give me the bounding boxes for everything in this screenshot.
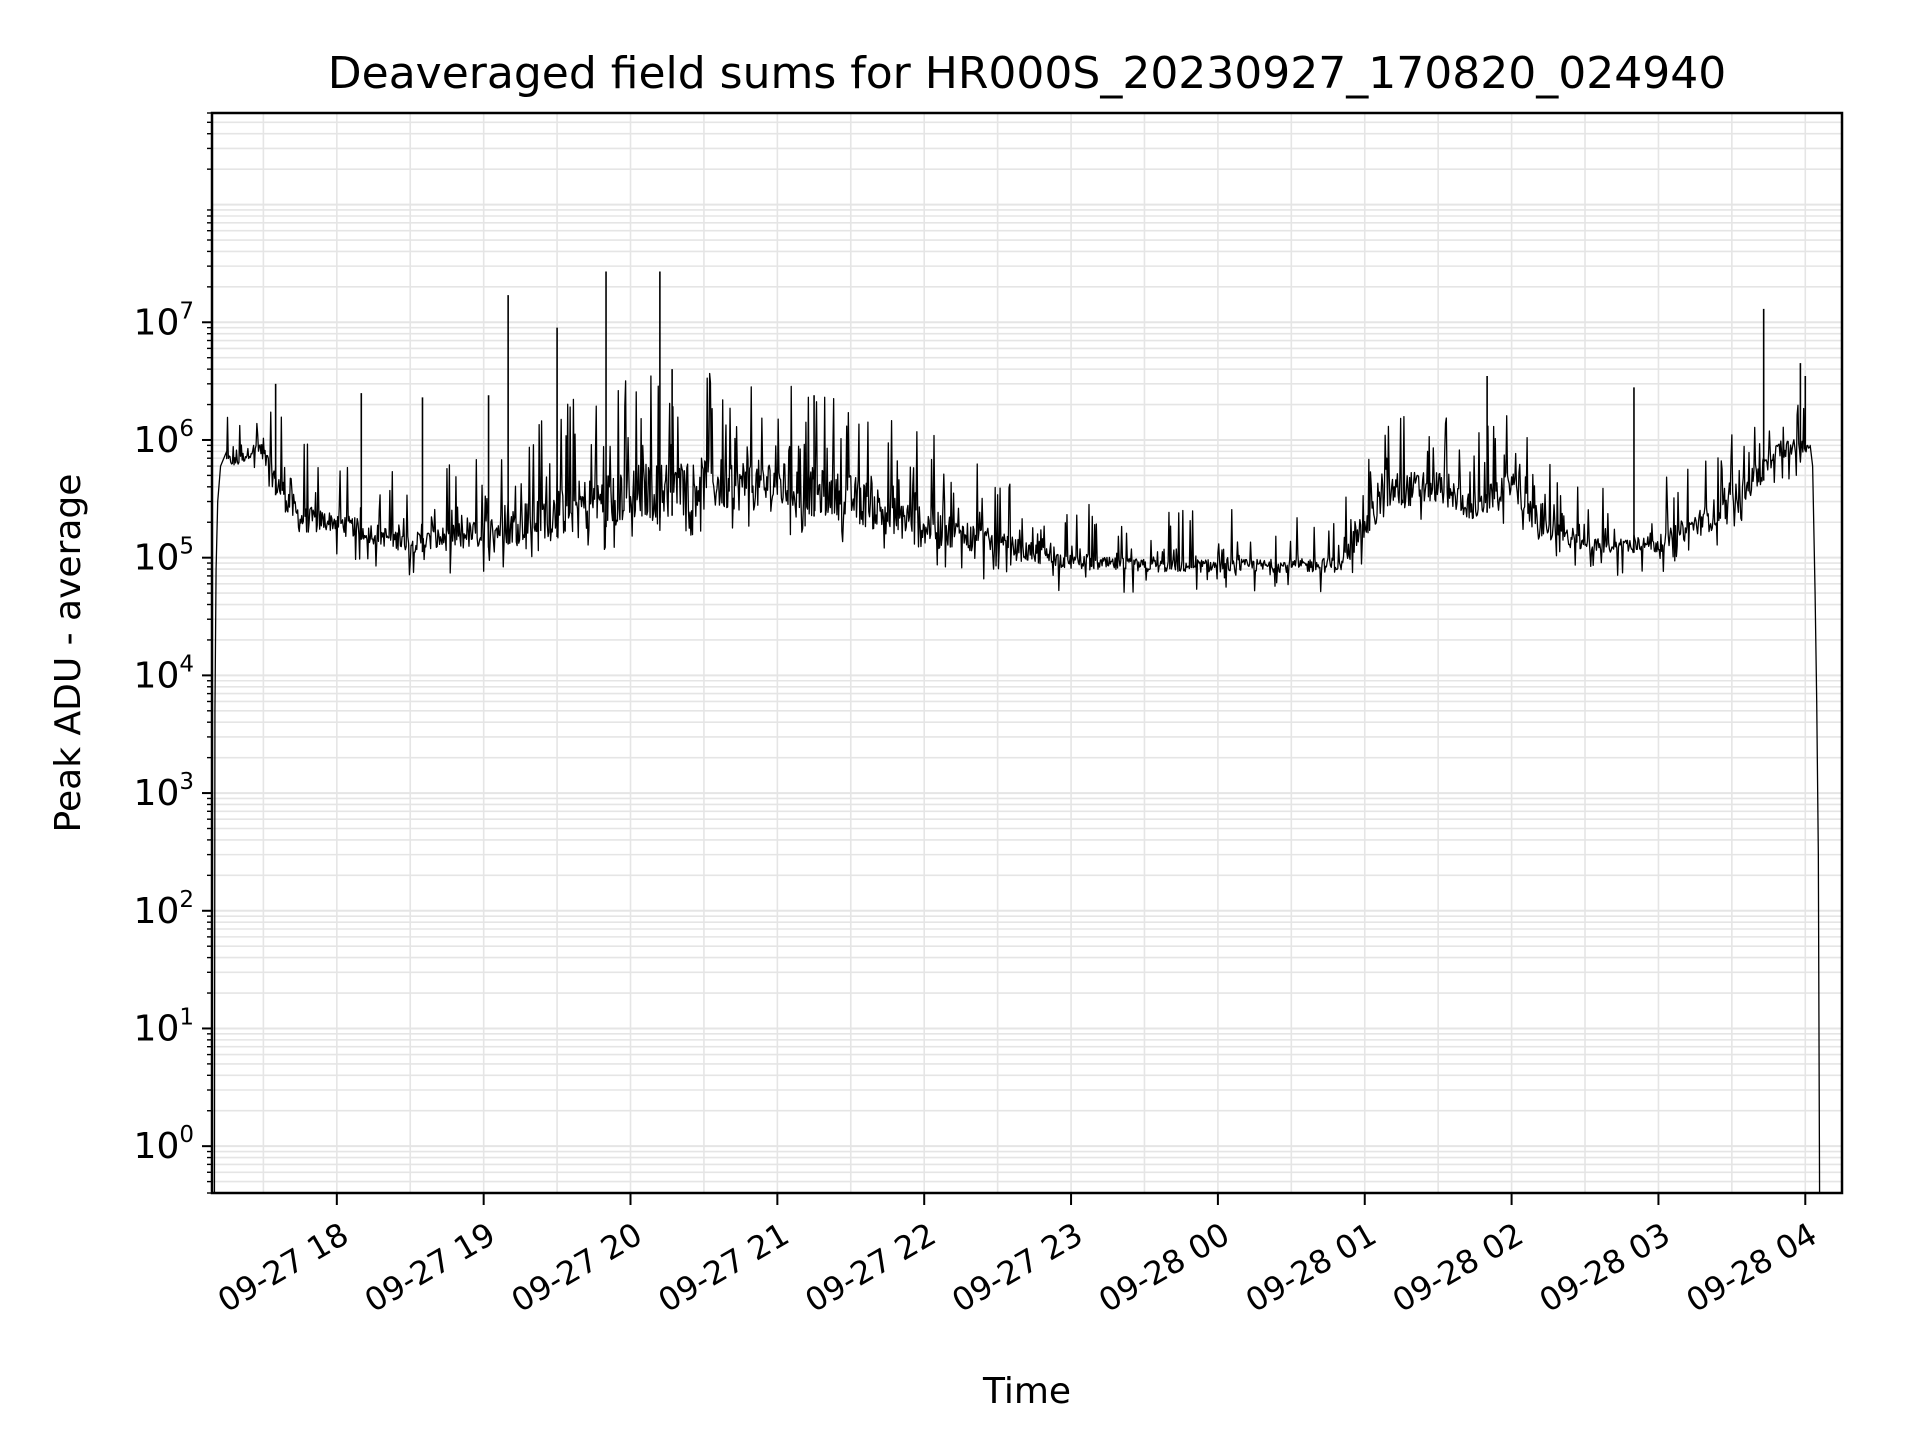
plot-frame [210, 111, 1844, 1195]
x-tick-label: 09-28 00 [1092, 1215, 1236, 1320]
y-tick-label: 107 [134, 298, 194, 343]
y-tick-label: 102 [134, 887, 194, 932]
y-tick-label: 105 [134, 534, 194, 579]
y-axis: 100 101 102 103 104 105 106 107 [134, 112, 212, 1194]
y-axis-label: Peak ADU - average [48, 474, 89, 833]
grid-layer [212, 112, 1842, 1194]
x-tick-label: 09-27 18 [211, 1215, 355, 1320]
x-tick-label: 09-28 03 [1533, 1215, 1677, 1320]
x-tick-label: 09-28 01 [1239, 1215, 1383, 1320]
signal-trace [213, 372, 1821, 1194]
x-tick-label: 09-27 23 [945, 1215, 1089, 1320]
y-tick-label: 104 [134, 651, 194, 696]
line-layer [213, 271, 1821, 1194]
x-tick-label: 09-27 20 [505, 1215, 649, 1320]
x-axis-label: Time [982, 1371, 1071, 1412]
x-axis: 09-27 18 09-27 19 09-27 20 09-27 21 09-27 22… [211, 1193, 1823, 1320]
x-tick-label: 09-27 21 [652, 1215, 796, 1320]
x-tick-label: 09-28 02 [1386, 1215, 1530, 1320]
x-tick-label: 09-28 04 [1680, 1215, 1824, 1320]
x-tick-label: 09-27 19 [358, 1215, 502, 1320]
chart-title: Deaveraged field sums for HR000S_2023092… [328, 48, 1726, 99]
x-tick-label: 09-27 22 [799, 1215, 943, 1320]
y-tick-label: 106 [134, 416, 194, 461]
y-tick-label: 103 [134, 769, 194, 814]
y-tick-label: 100 [134, 1122, 194, 1167]
y-tick-label: 101 [134, 1004, 194, 1049]
